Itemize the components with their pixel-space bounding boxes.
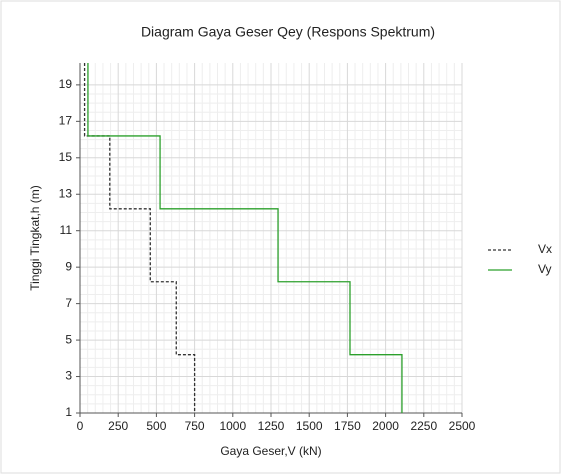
y-tick-label: 3 — [65, 369, 72, 383]
series-line — [87, 63, 403, 413]
x-tick-label: 2000 — [372, 419, 399, 433]
x-tick-label: 750 — [185, 419, 205, 433]
y-tick-label: 7 — [65, 296, 72, 310]
y-tick-label: 13 — [59, 186, 73, 200]
x-tick-label: 1500 — [296, 419, 323, 433]
x-tick-label: 2500 — [449, 419, 476, 433]
y-tick-label: 11 — [60, 223, 73, 237]
y-tick-label: 1 — [65, 405, 72, 419]
x-tick-label: 500 — [146, 419, 166, 433]
legend-label: Vy — [538, 262, 552, 276]
legend-label: Vx — [538, 242, 552, 256]
chart-title: Diagram Gaya Geser Qey (Respons Spektrum… — [141, 24, 435, 40]
x-tick-label: 1250 — [258, 419, 285, 433]
y-tick-label: 5 — [65, 332, 72, 346]
y-tick-label: 17 — [59, 114, 73, 128]
y-axis-label: Tinggi Tingkat,h (m) — [28, 185, 42, 291]
x-axis-label: Gaya Geser,V (kN) — [220, 444, 321, 458]
x-tick-label: 2250 — [410, 419, 437, 433]
y-tick-label: 19 — [59, 77, 73, 91]
y-tick-label: 9 — [65, 259, 72, 273]
x-tick-label: 1750 — [334, 419, 361, 433]
x-tick-label: 1000 — [219, 419, 246, 433]
x-tick-label: 0 — [77, 419, 84, 433]
y-tick-label: 15 — [59, 150, 73, 164]
x-tick-label: 250 — [108, 419, 128, 433]
